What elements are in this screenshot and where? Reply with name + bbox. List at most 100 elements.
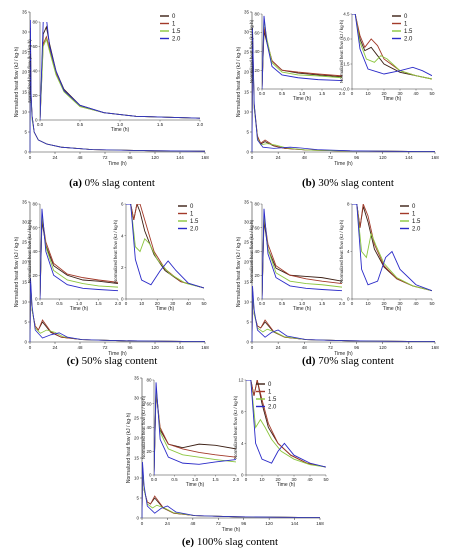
series-line-2.0 — [141, 461, 321, 519]
inset-x-tick-label: 40 — [307, 477, 313, 482]
inset-x-tick-label: 20 — [155, 301, 161, 306]
inset-x-tick-label: 1.5 — [319, 301, 326, 306]
inset-series-line-1.5 — [352, 204, 432, 292]
inset-y-tick-label: 8 — [347, 202, 350, 207]
inset-y-tick-label: 40 — [32, 249, 38, 254]
inset-series-line-2.0 — [262, 208, 342, 299]
inset-y-tick-label: 6 — [121, 202, 124, 207]
y-tick-label: 10 — [244, 300, 250, 305]
x-tick-label: 120 — [379, 155, 387, 160]
caption-label: (c) — [67, 355, 80, 367]
inset-x-tick-label: 2.0 — [197, 122, 204, 127]
inset-y-tick-label: 80 — [32, 20, 38, 25]
inset-x-tick-label: 30 — [170, 301, 176, 306]
inset-background — [126, 204, 204, 299]
inset-y-axis-label: Normalized heat flow (kJ / kg·h) — [339, 219, 344, 283]
inset-y-axis-label: Normalized heat flow (kJ / kg·h) — [27, 39, 32, 103]
inset-y-tick-label: 3.0 — [343, 37, 350, 42]
x-tick-label: 168 — [431, 345, 439, 350]
inset-x-tick-label: 1.5 — [95, 301, 102, 306]
inset-y-tick-label: 60 — [32, 44, 38, 49]
caption-text: 50% slag content — [79, 355, 158, 367]
inset-x-tick-label: 0.0 — [259, 301, 266, 306]
x-tick-label: 24 — [276, 345, 282, 350]
y-tick-label: 25 — [134, 416, 140, 421]
series-line-2.0 — [251, 27, 436, 153]
x-tick-label: 48 — [302, 155, 308, 160]
y-tick-label: 0 — [246, 340, 249, 345]
inset-y-tick-label: 80 — [146, 378, 152, 383]
inset-series-line-2.0 — [40, 208, 118, 299]
x-tick-label: 144 — [405, 345, 413, 350]
x-tick-label: 144 — [405, 155, 413, 160]
inset-x-tick-label: 0.5 — [279, 91, 286, 96]
inset-y-axis-label: Normalized heat flow (kJ / kg·h) — [27, 219, 32, 283]
y-tick-label: 10 — [22, 300, 28, 305]
inset-x-tick-label: 30 — [397, 91, 403, 96]
x-tick-label: 120 — [151, 155, 159, 160]
inset-x-axis-label: Time (h) — [293, 306, 312, 312]
inset-y-tick-label: 40 — [254, 249, 260, 254]
x-tick-label: 48 — [77, 345, 83, 350]
legend-label: 2.0 — [404, 37, 413, 43]
panel-caption: (e) 100% slag content — [182, 536, 278, 548]
y-tick-label: 0 — [24, 150, 27, 155]
y-tick-label: 15 — [22, 280, 28, 285]
caption-text: 70% slag content — [315, 355, 394, 367]
x-tick-label: 24 — [165, 521, 171, 526]
y-tick-label: 25 — [244, 240, 250, 245]
inset-x-tick-label: 0.0 — [259, 91, 266, 96]
legend-label: 1.5 — [268, 397, 277, 403]
legend-label: 1.5 — [172, 29, 181, 35]
inset-x-tick-label: 1.5 — [157, 122, 164, 127]
inset-x-tick-label: 1.0 — [76, 301, 83, 306]
x-tick-label: 0 — [29, 345, 32, 350]
y-tick-label: 30 — [22, 220, 28, 225]
legend-label: 1 — [190, 212, 194, 218]
inset-x-axis-label: Time (h) — [70, 306, 89, 312]
inset-x-tick-label: 2.0 — [339, 91, 346, 96]
panel-caption: (a) 0% slag content — [69, 177, 155, 189]
x-tick-label: 72 — [102, 345, 108, 350]
legend-label: 1.5 — [404, 29, 413, 35]
x-tick-label: 0 — [251, 345, 254, 350]
inset-y-tick-label: 60 — [32, 225, 38, 230]
y-tick-label: 35 — [244, 200, 250, 205]
inset-x-axis-label: Time (h) — [293, 96, 312, 102]
inset-x-tick-label: 0.0 — [37, 122, 44, 127]
legend-label: 1 — [412, 212, 416, 218]
inset-x-tick-label: 0.0 — [151, 477, 158, 482]
inset-x-tick-label: 2.0 — [233, 477, 240, 482]
inset-y-tick-label: 0 — [347, 297, 350, 302]
inset-background — [262, 204, 342, 299]
x-axis-label: Time (h) — [334, 161, 353, 167]
inset-y-tick-label: 40 — [254, 49, 260, 54]
inset-y-tick-label: 80 — [254, 202, 260, 207]
inset-x-tick-label: 0.5 — [77, 122, 84, 127]
y-tick-label: 5 — [246, 320, 249, 325]
y-tick-label: 0 — [24, 340, 27, 345]
y-tick-label: 5 — [24, 130, 27, 135]
y-tick-label: 25 — [22, 50, 28, 55]
x-tick-label: 144 — [176, 155, 184, 160]
y-tick-label: 30 — [22, 30, 28, 35]
x-tick-label: 72 — [102, 155, 108, 160]
inset-x-tick-label: 0.5 — [171, 477, 178, 482]
x-tick-label: 0 — [251, 155, 254, 160]
x-tick-label: 24 — [276, 155, 282, 160]
caption-label: (e) — [182, 536, 195, 548]
inset-y-axis-label: Normalized heat flow (kJ / kg·h) — [249, 19, 254, 83]
y-tick-label: 10 — [134, 476, 140, 481]
x-tick-label: 48 — [77, 155, 83, 160]
y-tick-label: 15 — [244, 280, 250, 285]
inset-y-tick-label: 0.0 — [343, 87, 350, 92]
y-tick-label: 5 — [246, 130, 249, 135]
inset-x-axis-label: Time (h) — [383, 96, 402, 102]
inset-x-tick-label: 50 — [201, 301, 207, 306]
x-tick-label: 96 — [241, 521, 247, 526]
